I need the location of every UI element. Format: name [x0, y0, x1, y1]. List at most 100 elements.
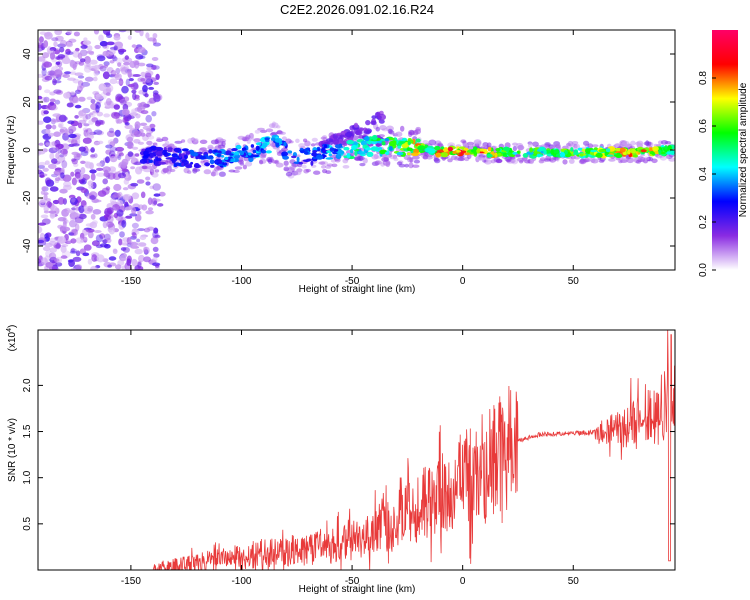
noise-blob: [125, 78, 130, 87]
noise-blob: [105, 237, 112, 244]
noise-blob: [48, 147, 58, 154]
noise-blob: [38, 161, 47, 167]
noise-blob: [117, 172, 127, 179]
ridge-blob: [664, 145, 668, 150]
halo-blob: [457, 157, 465, 162]
noise-blob: [83, 205, 89, 211]
noise-blob: [72, 63, 77, 70]
ridge-blob: [270, 137, 276, 141]
noise-blob: [131, 207, 137, 215]
ridge-blob: [537, 154, 544, 157]
noise-blob: [138, 102, 148, 110]
noise-blob: [118, 238, 123, 246]
noise-blob: [149, 123, 156, 129]
noise-blob: [80, 44, 88, 49]
noise-blob: [71, 197, 76, 203]
noise-blob: [75, 250, 81, 257]
halo-blob: [562, 159, 568, 165]
noise-blob: [49, 186, 59, 192]
noise-blob: [51, 119, 61, 123]
noise-blob: [94, 44, 101, 50]
noise-blob: [111, 111, 121, 119]
ridge-blob: [282, 155, 289, 160]
noise-blob: [131, 155, 137, 164]
ridge-blob: [360, 140, 368, 146]
noise-blob: [129, 112, 139, 116]
ridge-blob: [494, 152, 498, 158]
halo-blob: [637, 156, 643, 160]
noise-blob: [38, 226, 43, 234]
halo-blob: [276, 129, 283, 135]
noise-blob: [62, 220, 67, 229]
ridge-blob: [261, 149, 267, 154]
bump-blob: [353, 122, 359, 128]
noise-blob: [105, 144, 113, 149]
ridge-blob: [354, 150, 358, 156]
noise-blob: [149, 185, 154, 190]
snr-frame: [37, 329, 676, 571]
noise-blob: [44, 89, 51, 94]
ridge-blob: [371, 146, 379, 152]
noise-blob: [157, 203, 164, 207]
noise-blob: [68, 133, 77, 139]
noise-blob: [85, 161, 92, 169]
noise-blob: [142, 103, 150, 109]
ridge-blob: [476, 148, 481, 154]
noise-blob: [121, 242, 129, 246]
noise-blob: [147, 37, 157, 42]
noise-blob: [74, 212, 80, 218]
bump-blob: [339, 134, 345, 138]
noise-blob: [62, 181, 72, 188]
halo-blob: [281, 136, 287, 141]
noise-blob: [139, 235, 147, 241]
ridge-blob: [181, 148, 189, 152]
halo-blob: [539, 157, 547, 161]
noise-blob: [38, 222, 47, 226]
noise-blob: [48, 141, 57, 147]
halo-blob: [587, 143, 594, 149]
ridge-blob: [333, 149, 339, 152]
noise-blob: [108, 227, 115, 235]
noise-blob: [88, 119, 95, 125]
noise-blob: [86, 50, 95, 54]
halo-blob: [199, 139, 208, 144]
noise-blob: [90, 99, 96, 104]
halo-blob: [148, 166, 153, 170]
halo-blob: [476, 156, 485, 162]
noise-blob: [96, 130, 104, 136]
halo-blob: [221, 140, 226, 147]
noise-blob: [70, 215, 75, 224]
halo-blob: [242, 164, 247, 170]
halo-blob: [237, 135, 246, 140]
noise-blob: [151, 111, 157, 117]
y-tick-label: 0.5: [22, 516, 33, 530]
ridge-blob: [224, 156, 229, 160]
noise-blob: [152, 246, 159, 252]
halo-blob: [183, 167, 190, 174]
noise-blob: [87, 230, 94, 239]
spectrogram-x-label: Height of straight line (km): [299, 284, 416, 295]
noise-blob: [71, 207, 77, 211]
ridge-blob: [543, 149, 547, 155]
noise-blob: [102, 71, 110, 80]
noise-blob: [93, 30, 100, 35]
noise-blob: [49, 247, 57, 253]
noise-blob: [127, 151, 134, 157]
noise-blob: [117, 62, 122, 67]
noise-blob: [114, 129, 121, 137]
noise-blob: [138, 254, 145, 263]
ridge-blob: [613, 154, 622, 157]
noise-blob: [60, 172, 65, 179]
noise-blob: [41, 257, 48, 266]
noise-blob: [66, 210, 75, 214]
noise-blob: [66, 30, 73, 35]
ridge-blob: [472, 146, 478, 151]
halo-blob: [447, 158, 453, 163]
halo-blob: [169, 168, 176, 173]
noise-blob: [113, 45, 118, 51]
noise-blob: [85, 113, 91, 120]
halo-blob: [214, 166, 220, 172]
ridge-blob: [190, 161, 194, 165]
halo-blob: [574, 143, 580, 150]
noise-blob: [134, 248, 143, 255]
